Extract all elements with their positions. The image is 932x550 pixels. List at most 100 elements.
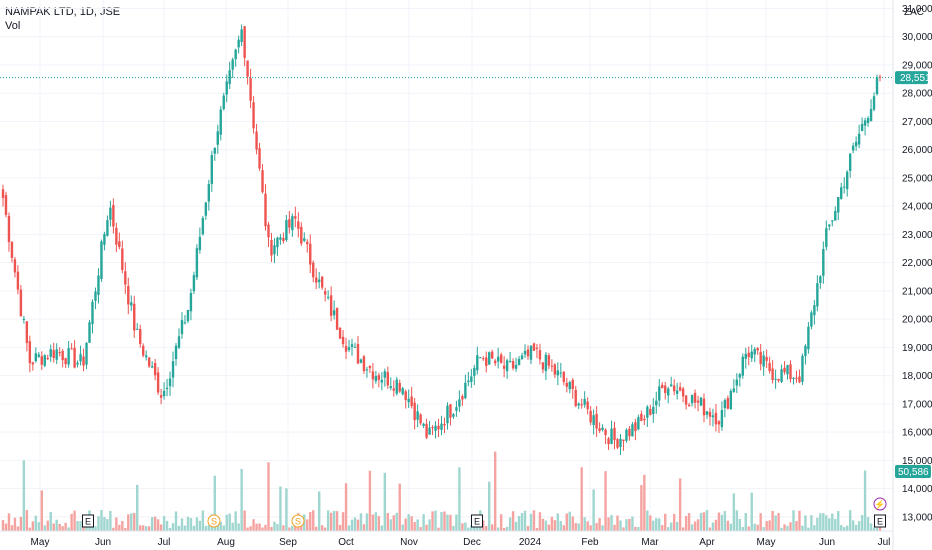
candle-body [819,276,822,283]
volume-bar [243,510,246,531]
volume-bar [869,523,873,531]
candle-body [234,49,237,60]
price-tick-label: 15,000 [902,456,932,467]
candle-body [377,375,381,380]
candle-body [25,321,29,344]
last-price-badge: 28,551 [895,71,931,85]
volume-indicator-label[interactable]: Vol [5,20,21,32]
candle-body [747,352,750,357]
candle-body [714,412,718,425]
earnings-icon[interactable]: E [471,514,483,528]
volume-bar [499,514,503,531]
candle-body [156,372,160,393]
volume-bar [404,518,407,531]
candle-body [434,425,437,431]
candle-body [583,398,586,405]
volume-bar [58,523,61,531]
candle-body [825,228,828,248]
candle-body [756,347,759,351]
candle-body [795,377,798,379]
volume-bar [738,518,741,531]
split-icon[interactable]: S [207,514,221,528]
svg-text:E: E [85,517,91,527]
time-tick-label: 2024 [519,537,542,548]
volume-bar [353,517,357,531]
volume-bar [598,518,601,531]
candle-body [628,428,631,437]
volume-bar [765,521,768,531]
candle-body [49,349,52,357]
volume-bar [583,517,586,531]
candle-body [696,400,700,403]
candle-body [1,189,5,198]
candle-body [273,245,276,255]
candle-body [31,362,35,365]
volume-bar [449,514,452,531]
candle-body [97,275,100,295]
candle-body [374,376,378,382]
volume-bar [792,510,795,531]
volume-bar [255,523,258,531]
volume-bar [538,512,542,531]
candle-body [130,302,133,306]
time-tick-label: Nov [400,537,418,548]
candle-body [112,205,115,227]
volume-bar [121,521,124,531]
volume-bar [553,520,557,531]
candle-body [294,216,297,219]
volume-bar [401,524,404,531]
candle-body [538,350,542,360]
candle-body [431,427,434,429]
candle-body [634,422,637,431]
candle-body [419,414,422,424]
volume-bar [556,513,560,531]
price-tick-label: 16,000 [902,428,932,439]
volume-bar [649,515,652,531]
volume-bar [213,475,216,531]
candle-body [4,195,8,215]
candle-body [204,202,208,216]
volume-bar [177,525,181,531]
volume-bar [514,521,518,531]
time-tick-label: Aug [217,537,235,548]
volume-bar [517,515,521,531]
volume-bar [845,525,849,531]
split-icon[interactable]: S [291,514,305,528]
volume-bar [646,510,649,531]
candle-body [496,356,500,362]
candle-body [738,374,741,378]
earnings-icon[interactable]: E [874,514,886,528]
volume-bar [306,519,309,531]
volume-bar [94,526,97,531]
candle-body [449,404,452,418]
candle-body [705,411,709,415]
volume-bar [577,523,580,531]
volume-bar [804,515,807,531]
volume-bar [461,523,464,531]
volume-bar [690,524,694,531]
candle-body [655,400,658,406]
volume-bar [273,521,276,531]
candle-body [341,336,345,345]
volume-bar [631,516,634,531]
candle-body [365,369,369,371]
candle-body [720,410,724,428]
candle-body [61,350,64,361]
volume-bar [562,525,566,531]
volume-bar [359,513,363,531]
flash-icon[interactable]: ⚡ [873,497,887,511]
volume-bar [207,524,211,531]
price-axis[interactable]: 13,000 14,000 15,000 16,000 17,000 18,000 19,0… [902,4,932,523]
volume-bar [350,519,354,531]
volume-bar [389,519,392,531]
time-axis[interactable]: May Jun Jul Aug Sep Oct Nov Dec 2024 Feb Mar Apr May… [31,537,891,548]
price-tick-label: 23,000 [902,230,932,241]
candle-body [744,353,747,359]
candle-body [22,318,26,320]
volume-bar [637,526,640,531]
volume-bar [756,524,759,531]
volume-bar [508,517,512,531]
time-tick-label: Mar [641,537,659,548]
earnings-icon[interactable]: E [82,514,94,528]
